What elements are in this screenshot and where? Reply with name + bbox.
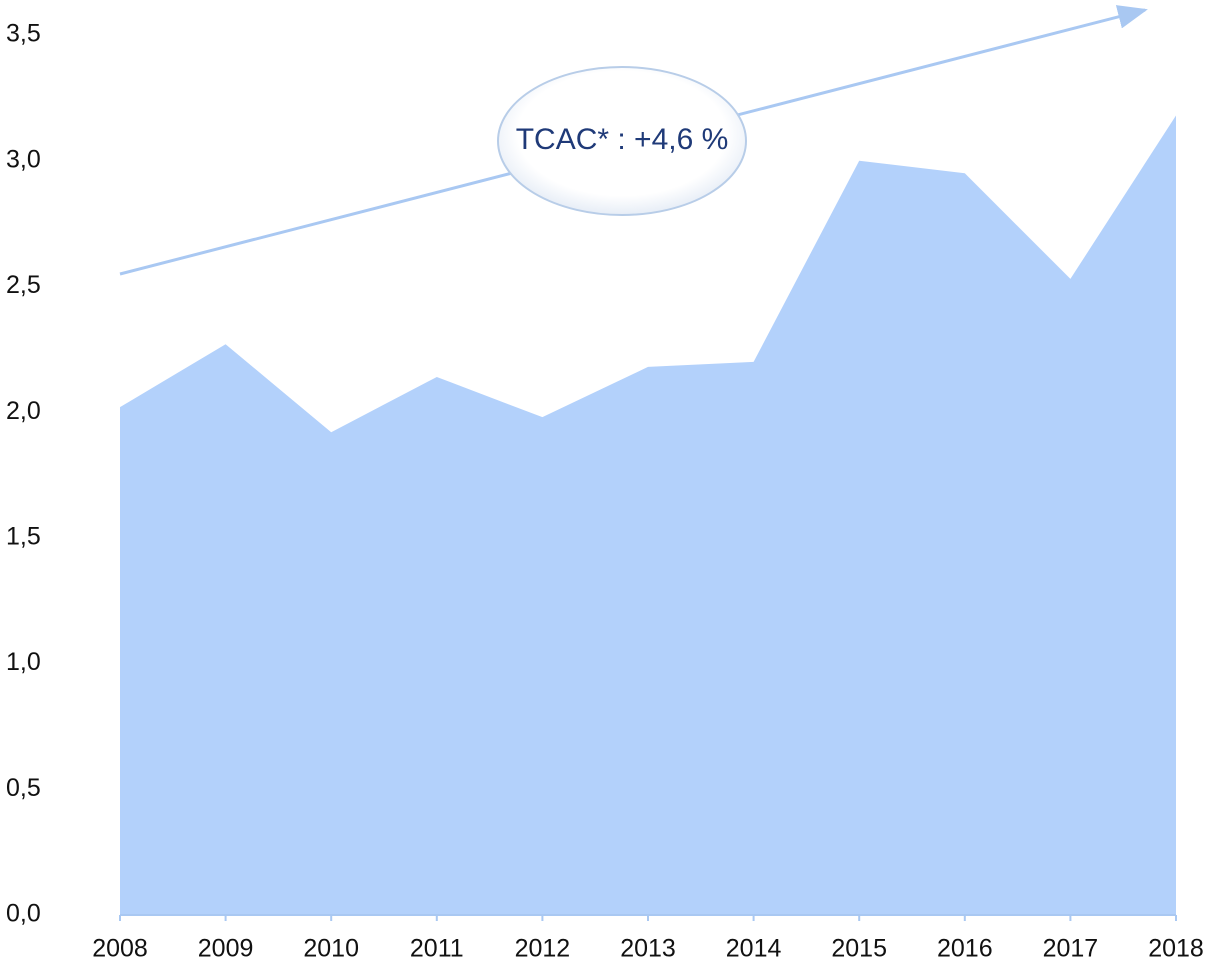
- x-tick-label: 2011: [410, 935, 464, 963]
- y-tick-label: 0,5: [6, 774, 41, 802]
- x-tick-label: 2013: [620, 935, 676, 963]
- x-tick-label: 2015: [831, 935, 887, 963]
- y-tick-label: 2,5: [6, 271, 41, 299]
- y-tick-label: 2,0: [6, 397, 41, 425]
- x-tick-label: 2012: [515, 935, 571, 963]
- area: [120, 115, 1176, 915]
- y-tick-label: 1,5: [6, 522, 41, 550]
- annotation-bubble: [497, 66, 747, 216]
- x-tick-label: 2009: [198, 935, 254, 963]
- annotation: TCAC* : +4,6 %: [516, 123, 729, 156]
- x-tick-label: 2014: [726, 935, 782, 963]
- y-tick-label: 1,0: [6, 648, 41, 676]
- x-tick-label: 2010: [303, 935, 359, 963]
- x-tick-label: 2018: [1148, 935, 1204, 963]
- y-tick-label: 3,5: [6, 20, 41, 48]
- x-tick-label: 2008: [92, 935, 148, 963]
- y-tick-label: 3,0: [6, 145, 41, 173]
- plot-area: [120, 115, 1176, 915]
- x-tick-label: 2017: [1043, 935, 1099, 963]
- y-tick-label: 0,0: [6, 900, 41, 928]
- x-tick-label: 2016: [937, 935, 993, 963]
